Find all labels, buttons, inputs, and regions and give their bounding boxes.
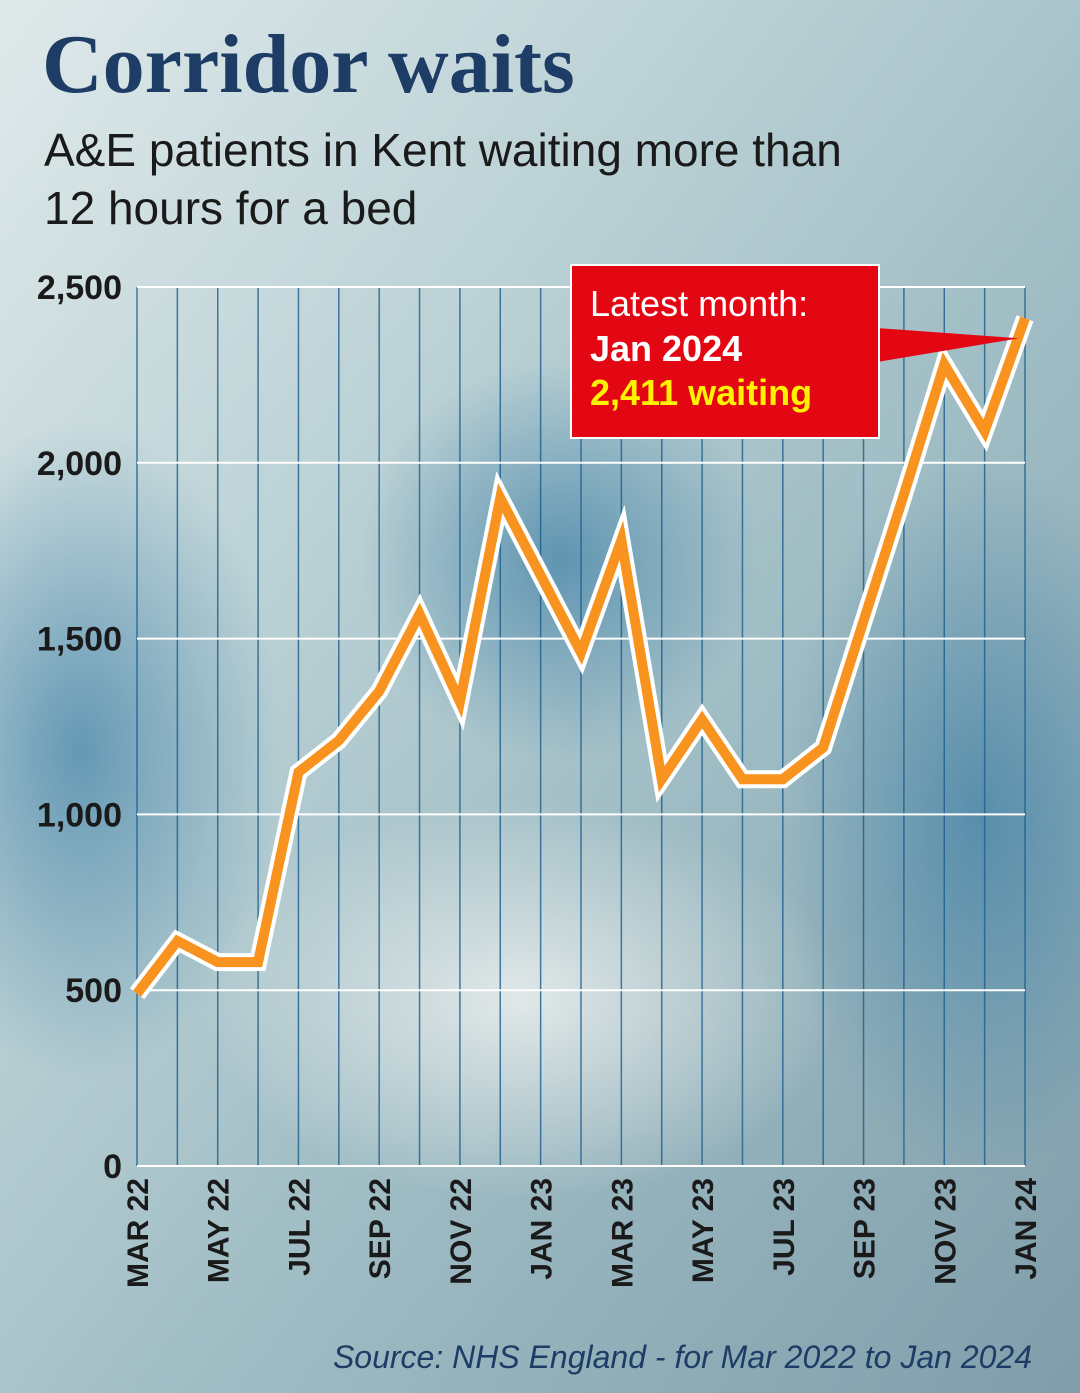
y-tick-label: 2,000	[37, 445, 122, 483]
line	[133, 316, 1030, 997]
x-tick-label: JAN 23	[526, 1178, 559, 1280]
annotation-pointer	[877, 328, 1019, 362]
y-tick-label: 500	[65, 972, 122, 1010]
y-tick-label: 1,500	[37, 621, 122, 659]
chart-subtitle: 12 hours for a bed	[44, 182, 417, 234]
annotation-text: Jan 2024	[590, 328, 742, 369]
x-tick-label: JAN 24	[1010, 1178, 1043, 1280]
annotation-text: 2,411 waiting	[590, 372, 812, 413]
annotation-text: Latest month:	[590, 283, 808, 324]
x-tick-label: JUL 22	[283, 1178, 316, 1276]
source: Source: NHS England - for Mar 2022 to Ja…	[333, 1339, 1032, 1375]
background-blur	[200, 800, 840, 1200]
x-tick-label: JUL 23	[768, 1178, 801, 1276]
x-tick-label: NOV 23	[929, 1178, 962, 1285]
annotation-box	[570, 264, 880, 439]
y-tick-label: 0	[103, 1148, 122, 1186]
x-tick-label: MAY 22	[203, 1178, 236, 1283]
x-tick-label: MAR 23	[606, 1178, 639, 1288]
x-tick-label: NOV 22	[445, 1178, 478, 1285]
background-blur	[0, 420, 280, 1080]
x-tick-label: SEP 23	[849, 1178, 882, 1279]
chart-title: Corridor waits	[42, 18, 575, 111]
x-tick-label: MAR 22	[122, 1178, 155, 1288]
y-tick-label: 2,500	[37, 269, 122, 307]
chart-subtitle: A&E patients in Kent waiting more than	[44, 124, 842, 176]
x-tick-label: SEP 22	[364, 1178, 397, 1279]
y-tick-label: 1,000	[37, 796, 122, 834]
x-tick-label: MAY 23	[687, 1178, 720, 1283]
